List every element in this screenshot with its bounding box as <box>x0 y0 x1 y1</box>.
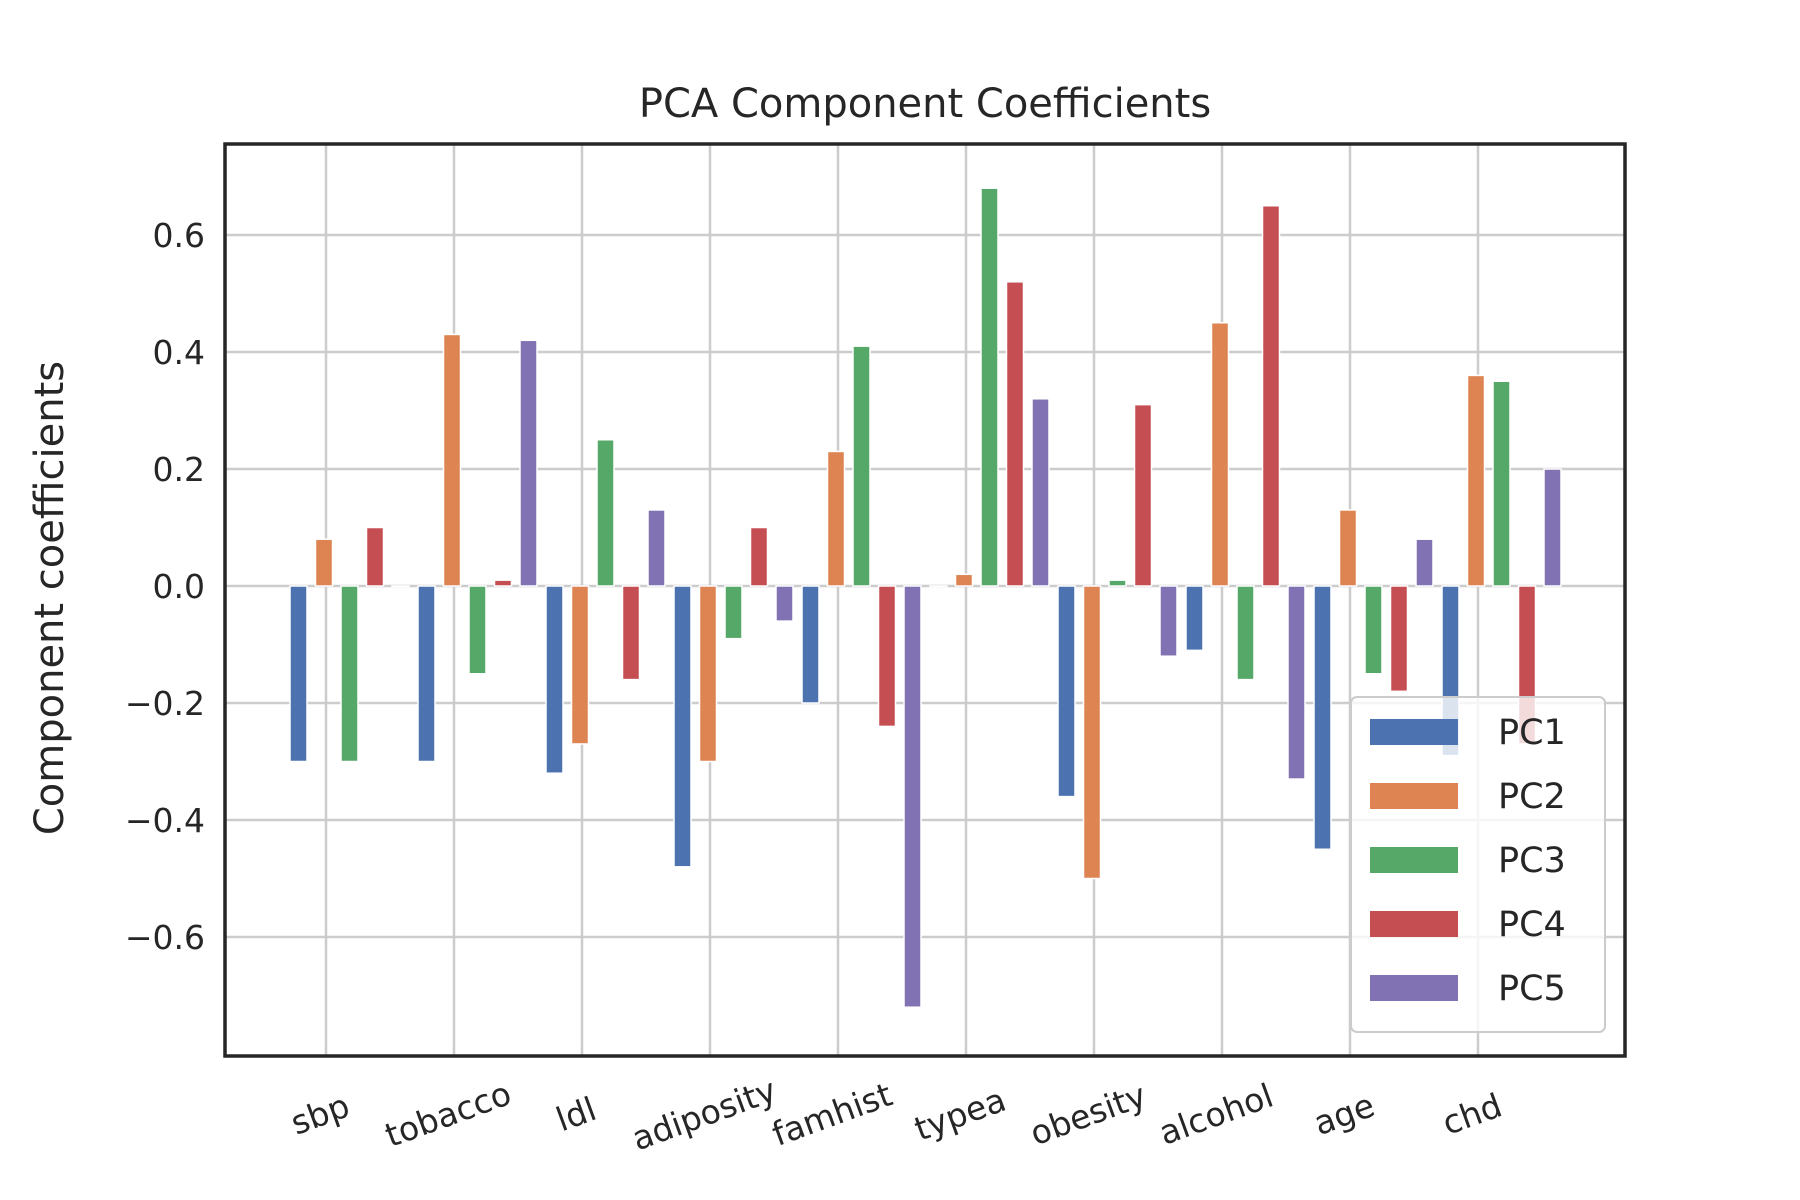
bar-pc5-chd <box>1543 468 1562 587</box>
x-tick-label: obesity <box>1025 1075 1151 1153</box>
bar-pc5-tobacco <box>519 339 538 587</box>
legend-swatch-pc3 <box>1370 847 1458 873</box>
bar-pc5-sbp <box>391 585 410 588</box>
y-tick-labels: 0.6 0.4 0.2 0.0 −0.2 −0.4 −0.6 <box>125 216 205 957</box>
bar-pc4-famhist <box>877 585 897 728</box>
y-tick-label: 0.0 <box>153 567 205 606</box>
x-tick-label: famhist <box>767 1075 897 1154</box>
bar-pc1-tobacco <box>417 585 436 763</box>
bar-pc5-famhist <box>903 585 922 1008</box>
bar-pc1-adiposity <box>673 585 692 868</box>
y-axis-label: Component coefficients <box>27 361 73 835</box>
x-tick-label: sbp <box>286 1086 355 1143</box>
bar-pc3-chd <box>1492 380 1511 587</box>
bar-pc1-age <box>1313 585 1332 850</box>
y-tick-label: −0.6 <box>125 918 205 957</box>
plot-frame <box>223 142 1627 1058</box>
legend-frame <box>1350 696 1606 1033</box>
bar-pc4-typea <box>1005 281 1025 587</box>
bar-pc3-typea <box>980 187 999 587</box>
bar-pc2-typea <box>954 573 974 587</box>
x-tick-label: typea <box>909 1080 1011 1149</box>
bar-pc5-ldl <box>647 509 666 587</box>
bar-pc3-sbp <box>340 585 359 763</box>
legend-label-pc1: PC1 <box>1498 713 1566 753</box>
bar-pc2-famhist <box>826 450 846 587</box>
bar-pc4-ldl <box>621 585 641 681</box>
bar-pc5-alcohol <box>1287 585 1306 780</box>
bar-pc2-ldl <box>570 585 590 745</box>
legend-swatch-pc1 <box>1370 719 1458 745</box>
bar-pc4-age <box>1389 585 1409 693</box>
bar-pc1-sbp <box>289 585 308 763</box>
y-tick-label: −0.4 <box>125 801 205 840</box>
legend-swatch-pc4 <box>1370 911 1458 937</box>
chart-title: PCA Component Coefficients <box>639 81 1211 127</box>
bar-pc2-sbp <box>314 538 334 587</box>
bar-pc2-obesity <box>1082 585 1102 880</box>
y-tick-label: 0.2 <box>153 450 205 489</box>
legend-label-pc3: PC3 <box>1498 841 1566 881</box>
bar-pc5-adiposity <box>775 585 794 622</box>
bars <box>289 187 1562 1008</box>
bar-pc3-obesity <box>1108 579 1127 587</box>
bar-pc3-ldl <box>596 439 615 587</box>
bar-pc1-ldl <box>545 585 564 774</box>
y-tick-label: 0.6 <box>153 216 205 255</box>
bar-pc2-chd <box>1466 374 1486 587</box>
legend-swatch-pc2 <box>1370 783 1458 809</box>
x-tick-label: tobacco <box>380 1074 516 1155</box>
bar-pc4-alcohol <box>1261 205 1281 587</box>
x-tick-label: adiposity <box>627 1070 782 1158</box>
bar-pc4-tobacco <box>493 579 513 587</box>
bar-pc3-alcohol <box>1236 585 1255 681</box>
bar-pc3-age <box>1364 585 1383 675</box>
x-tick-label: alcohol <box>1154 1076 1278 1153</box>
bar-pc5-age <box>1415 538 1434 587</box>
bar-pc2-tobacco <box>442 333 462 587</box>
bar-pc4-adiposity <box>749 526 769 587</box>
x-tick-label: age <box>1309 1085 1380 1143</box>
bar-pc1-typea <box>929 585 948 588</box>
bar-pc5-typea <box>1031 398 1050 587</box>
legend-label-pc4: PC4 <box>1498 905 1566 945</box>
bar-pc2-age <box>1338 509 1358 587</box>
legend-swatch-pc5 <box>1370 975 1458 1001</box>
x-tick-label: ldl <box>551 1089 601 1139</box>
legend: PC1 PC2 PC3 PC4 PC5 <box>1350 696 1606 1033</box>
bar-pc1-alcohol <box>1185 585 1204 652</box>
bar-pc4-sbp <box>365 526 385 587</box>
bar-pc1-obesity <box>1057 585 1076 798</box>
legend-label-pc5: PC5 <box>1498 969 1566 1009</box>
legend-label-pc2: PC2 <box>1498 777 1566 817</box>
bar-pc2-adiposity <box>698 585 718 763</box>
bar-pc1-famhist <box>801 585 820 704</box>
bar-pc3-adiposity <box>724 585 743 640</box>
x-tick-label: chd <box>1437 1086 1507 1143</box>
bar-pc3-famhist <box>852 345 871 587</box>
bar-pc4-obesity <box>1133 403 1153 587</box>
bar-pc5-obesity <box>1159 585 1178 657</box>
bar-pc3-tobacco <box>468 585 487 675</box>
bar-pc2-alcohol <box>1210 322 1230 587</box>
y-tick-label: −0.2 <box>125 684 205 723</box>
y-tick-label: 0.4 <box>153 333 205 372</box>
